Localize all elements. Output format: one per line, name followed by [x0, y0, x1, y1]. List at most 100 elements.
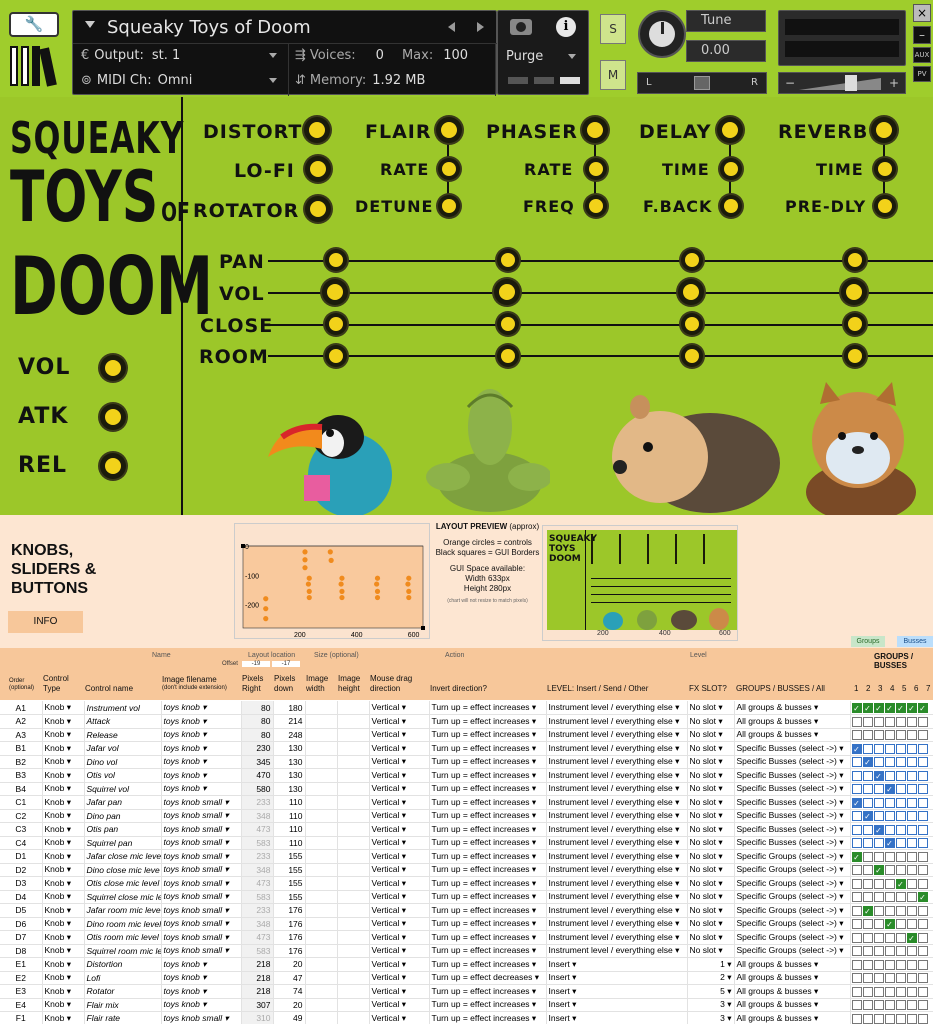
slot-checkbox[interactable] — [851, 973, 862, 984]
cell-fx-slot[interactable]: No slot ▾ — [687, 890, 735, 904]
fback-knob[interactable] — [720, 195, 742, 217]
slot-checkbox[interactable] — [906, 973, 917, 984]
slot-checkbox[interactable] — [884, 986, 895, 997]
cell-pixels-right[interactable]: 348 — [241, 863, 274, 877]
slot-checkbox[interactable] — [884, 865, 895, 876]
cell-mouse-drag[interactable]: Vertical ▾ — [369, 782, 430, 796]
cell-control-name[interactable]: Squirrel pan — [84, 836, 162, 850]
slot-checkbox[interactable]: ✓ — [873, 824, 884, 835]
slot-checkbox[interactable]: ✓ — [895, 878, 906, 889]
cell-order[interactable]: E3 — [0, 984, 43, 999]
cell-control-name[interactable]: Otis close mic level — [84, 876, 162, 891]
cell-mouse-drag[interactable]: Vertical ▾ — [369, 701, 430, 715]
cell-level[interactable]: Insert ▾ — [546, 971, 688, 985]
cell-fx-slot[interactable]: No slot ▾ — [687, 809, 735, 823]
cell-image-height[interactable] — [337, 728, 370, 742]
cell-invert[interactable]: Turn up = effect increases ▾ — [429, 795, 547, 810]
cell-pixels-down[interactable]: 130 — [273, 782, 306, 796]
slot-checkbox[interactable] — [851, 770, 862, 781]
cell-mouse-drag[interactable]: Vertical ▾ — [369, 849, 430, 864]
slot-checkbox[interactable] — [862, 851, 873, 862]
cell-level[interactable]: Instrument level / everything else ▾ — [546, 876, 688, 891]
slot-checkbox[interactable] — [851, 959, 862, 970]
cell-image-height[interactable] — [337, 782, 370, 796]
cell-pixels-down[interactable]: 214 — [273, 714, 306, 729]
cell-groups[interactable]: All groups & busses ▾ — [734, 1011, 851, 1024]
reverb-knob[interactable] — [871, 117, 897, 143]
slot-checkbox[interactable] — [906, 770, 917, 781]
cell-invert[interactable]: Turn up = effect decreases ▾ — [429, 971, 547, 985]
aux-button[interactable]: AUX — [913, 47, 931, 63]
cell-order[interactable]: D8 — [0, 944, 43, 958]
cell-control-type[interactable]: Knob ▾ — [42, 768, 85, 783]
cell-invert[interactable]: Turn up = effect increases ▾ — [429, 822, 547, 837]
slot-checkbox[interactable] — [895, 932, 906, 943]
cell-pixels-right[interactable]: 583 — [241, 836, 274, 850]
cell-order[interactable]: E1 — [0, 957, 43, 972]
cell-control-type[interactable]: Knob ▾ — [42, 930, 85, 945]
cell-order[interactable]: D7 — [0, 930, 43, 945]
slot-checkbox[interactable] — [917, 946, 928, 957]
cell-mouse-drag[interactable]: Vertical ▾ — [369, 876, 430, 891]
cell-control-type[interactable]: Knob ▾ — [42, 714, 85, 729]
busses-tab[interactable]: Busses — [897, 636, 933, 647]
cell-pixels-right[interactable]: 233 — [241, 795, 274, 810]
cell-image-width[interactable] — [305, 930, 338, 945]
slot-checkbox[interactable] — [895, 946, 906, 957]
slot-checkbox[interactable] — [862, 919, 873, 930]
jafar-vol-knob[interactable] — [322, 279, 348, 305]
cell-image-filename[interactable]: toys knob small ▾ — [161, 930, 242, 945]
pv-button[interactable]: PV — [913, 66, 931, 82]
cell-control-type[interactable]: Knob ▾ — [42, 822, 85, 837]
lofi-knob[interactable] — [305, 156, 331, 182]
slot-checkbox[interactable] — [895, 811, 906, 822]
jafar-room-knob[interactable] — [325, 345, 347, 367]
info-icon[interactable]: i — [556, 17, 576, 37]
pan-slider[interactable]: L R — [637, 72, 767, 94]
cell-control-type[interactable]: Knob ▾ — [42, 701, 85, 715]
slot-checkbox[interactable] — [906, 892, 917, 903]
slot-checkbox[interactable] — [895, 716, 906, 727]
slot-checkbox[interactable] — [862, 1013, 873, 1024]
slot-checkbox[interactable] — [906, 986, 917, 997]
cell-groups[interactable]: All groups & busses ▾ — [734, 728, 851, 742]
slot-checkbox[interactable] — [862, 770, 873, 781]
cell-groups[interactable]: All groups & busses ▾ — [734, 984, 851, 999]
slot-checkbox[interactable] — [851, 986, 862, 997]
cell-image-height[interactable] — [337, 944, 370, 958]
slot-checkbox[interactable] — [917, 824, 928, 835]
cell-control-name[interactable]: Squirrel close mic le — [84, 890, 162, 904]
cell-groups[interactable]: Specific Groups (select ->) ▾ — [734, 930, 851, 945]
cell-groups[interactable]: Specific Busses (select ->) ▾ — [734, 795, 851, 810]
cell-order[interactable]: A2 — [0, 714, 43, 729]
cell-fx-slot[interactable]: No slot ▾ — [687, 755, 735, 769]
slot-checkbox[interactable]: ✓ — [906, 932, 917, 943]
slot-checkbox[interactable] — [851, 919, 862, 930]
cell-pixels-down[interactable]: 176 — [273, 930, 306, 945]
cell-order[interactable]: A3 — [0, 728, 43, 742]
cell-pixels-right[interactable]: 218 — [241, 984, 274, 999]
slot-checkbox[interactable] — [851, 757, 862, 768]
cell-mouse-drag[interactable]: Vertical ▾ — [369, 728, 430, 742]
cell-image-width[interactable] — [305, 917, 338, 931]
cell-level[interactable]: Instrument level / everything else ▾ — [546, 728, 688, 742]
slot-checkbox[interactable] — [895, 851, 906, 862]
cell-control-name[interactable]: Instrument vol — [84, 701, 162, 715]
slot-checkbox[interactable] — [851, 878, 862, 889]
purge-dropdown[interactable]: Purge — [506, 45, 584, 67]
cell-image-height[interactable] — [337, 795, 370, 810]
cell-mouse-drag[interactable]: Vertical ▾ — [369, 809, 430, 823]
cell-invert[interactable]: Turn up = effect increases ▾ — [429, 944, 547, 958]
cell-invert[interactable]: Turn up = effect increases ▾ — [429, 984, 547, 999]
cell-pixels-right[interactable]: 233 — [241, 903, 274, 918]
phaser-rate-knob[interactable] — [585, 158, 607, 180]
otis-room-knob[interactable] — [681, 345, 703, 367]
cell-image-width[interactable] — [305, 701, 338, 715]
slot-checkbox[interactable]: ✓ — [884, 784, 895, 795]
slot-checkbox[interactable] — [873, 878, 884, 889]
cell-invert[interactable]: Turn up = effect increases ▾ — [429, 741, 547, 756]
cell-level[interactable]: Insert ▾ — [546, 984, 688, 999]
cell-image-width[interactable] — [305, 768, 338, 783]
cell-mouse-drag[interactable]: Vertical ▾ — [369, 822, 430, 837]
cell-order[interactable]: D3 — [0, 876, 43, 891]
